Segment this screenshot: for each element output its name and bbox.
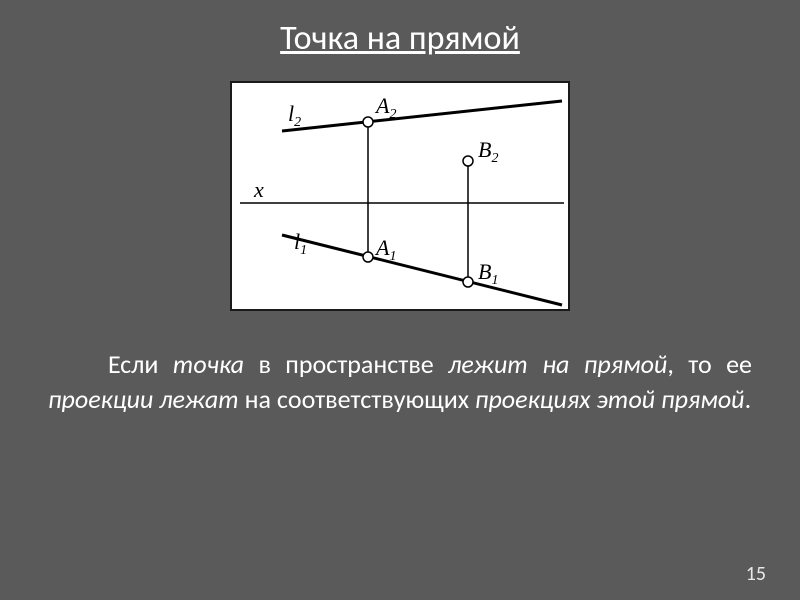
caption-text: Если — [108, 348, 173, 380]
slide-title: Точка на прямой — [0, 0, 800, 59]
svg-text:B2: B2 — [478, 137, 498, 166]
figure-container: x l2 l1 A2 A1 B2 B1 — [0, 81, 800, 311]
caption-text: на соответствующих — [239, 383, 475, 415]
svg-text:l2: l2 — [288, 101, 301, 130]
caption-kw3: проекции лежат — [48, 383, 239, 415]
svg-text:A1: A1 — [374, 235, 396, 264]
caption-text: . — [745, 383, 752, 415]
caption-text: в пространстве — [244, 348, 448, 380]
slide-caption: Если точка в пространстве лежит на прямо… — [48, 347, 752, 417]
caption-kw2: лежит на прямой — [448, 348, 667, 380]
caption-text: , то ее — [667, 348, 752, 380]
caption-kw1: точка — [173, 348, 244, 380]
svg-text:l1: l1 — [294, 229, 307, 258]
svg-text:x: x — [253, 177, 264, 202]
svg-text:A2: A2 — [374, 93, 396, 122]
page-number: 15 — [746, 562, 766, 586]
projection-diagram: x l2 l1 A2 A1 B2 B1 — [230, 81, 570, 311]
caption-kw4: проекциях этой прямой — [475, 383, 745, 415]
svg-text:B1: B1 — [478, 259, 498, 288]
